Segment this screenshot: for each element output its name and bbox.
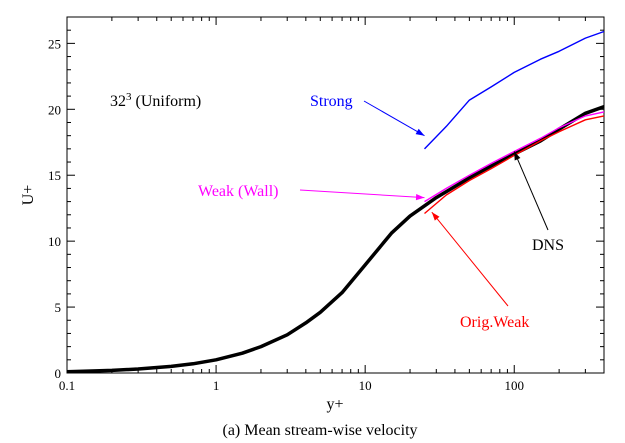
y-axis-label: U+	[20, 185, 37, 206]
y-tick-label: 0	[55, 366, 62, 381]
annotation-arrowhead-2	[514, 151, 521, 161]
x-axis: 0.1 1 10 100	[59, 17, 605, 393]
x-tick-label: 0.1	[59, 378, 75, 393]
annotation-arrow-2	[513, 151, 549, 231]
annotation-arrowhead-3	[431, 212, 440, 221]
case-label: 323 (Uniform)	[110, 91, 201, 110]
annotation-label-0: Strong	[310, 93, 353, 110]
series-strong-line	[423, 30, 605, 150]
annotation-arrow-1	[299, 189, 425, 199]
annotation-label-1: Weak (Wall)	[198, 183, 279, 200]
series-dns-line	[66, 105, 605, 374]
chart-caption: (a) Mean stream-wise velocity	[222, 422, 417, 439]
y-tick-label: 20	[48, 102, 61, 117]
y-tick-label: 5	[55, 300, 62, 315]
plot-frame	[66, 16, 605, 374]
x-axis-label: y+	[326, 396, 343, 413]
annotation-arrow-3	[431, 211, 509, 307]
x-tick-label: 10	[359, 378, 372, 393]
annotation-label-3: Orig.Weak	[460, 314, 529, 331]
annotation-arrowhead-1	[415, 194, 425, 201]
y-axis: 0 5 10 15 20 25	[48, 16, 604, 381]
annotation-label-2: DNS	[532, 237, 564, 254]
y-tick-label: 15	[48, 168, 61, 183]
x-tick-label: 100	[504, 378, 524, 393]
x-tick-label: 1	[213, 378, 220, 393]
annotation-layer: Strong Weak (Wall) DNS Orig.Weak	[198, 93, 564, 331]
series-orig-weak-line	[424, 115, 605, 215]
annotation-arrowhead-0	[415, 128, 425, 136]
y-tick-label: 10	[48, 234, 61, 249]
annotation-arrow-0	[363, 100, 425, 137]
y-tick-label: 25	[48, 36, 61, 51]
